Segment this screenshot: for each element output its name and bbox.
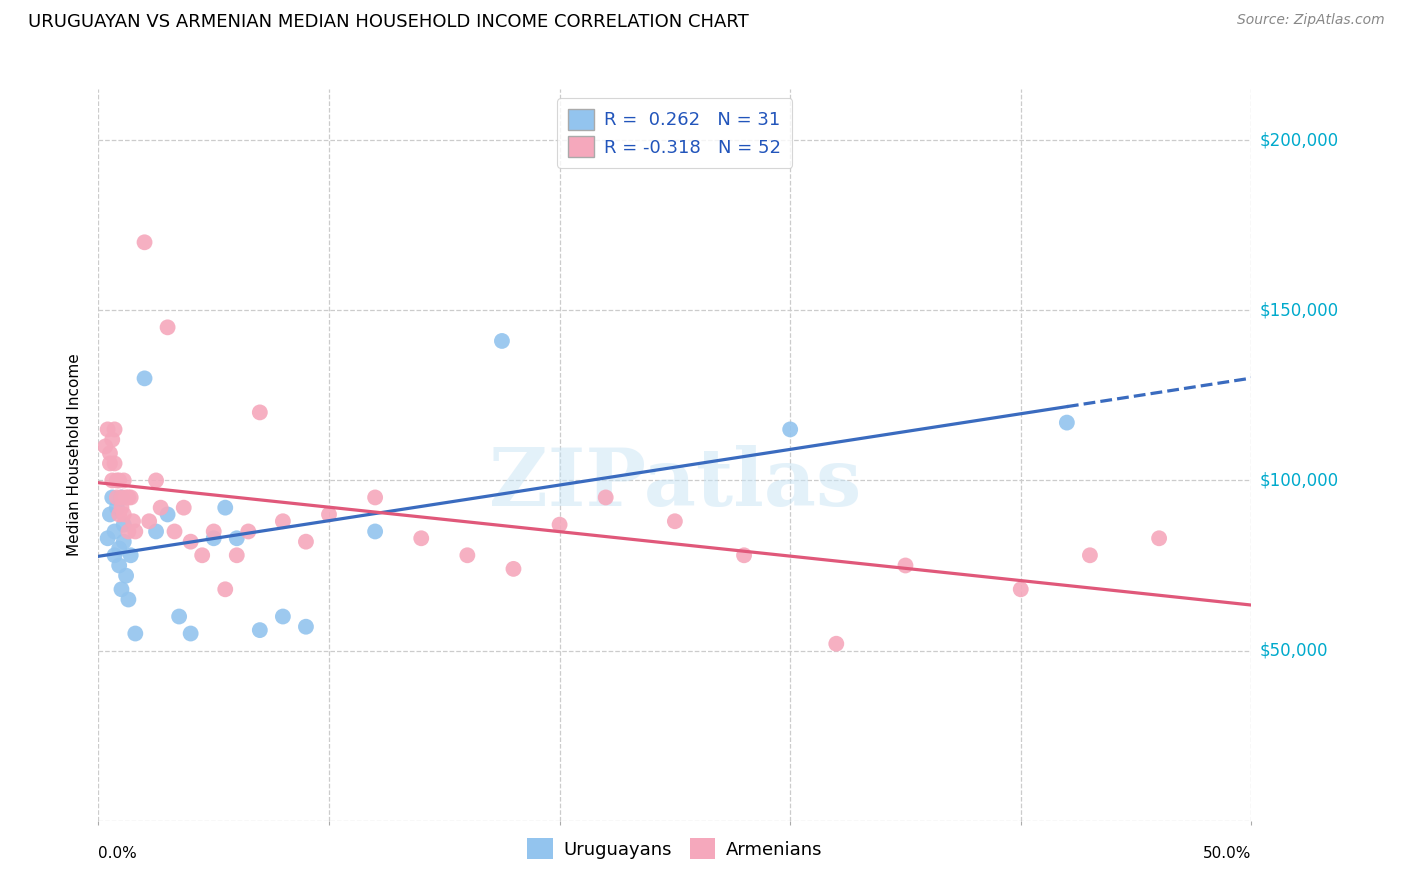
- Point: [105, 474, 128, 488]
- Text: 0.0%: 0.0%: [98, 846, 138, 861]
- Point: [108, 541, 131, 556]
- Point: [364, 491, 387, 505]
- Point: [120, 491, 142, 505]
- Point: [779, 422, 801, 436]
- Point: [110, 582, 132, 597]
- Point: [491, 334, 513, 348]
- Point: [112, 474, 135, 488]
- Point: [456, 549, 478, 563]
- Point: [134, 235, 156, 250]
- Point: [295, 620, 318, 634]
- Point: [108, 474, 131, 488]
- Point: [110, 500, 132, 515]
- Point: [295, 534, 318, 549]
- Point: [103, 422, 125, 436]
- Point: [180, 626, 202, 640]
- Text: ZIPatlas: ZIPatlas: [489, 445, 860, 524]
- Text: $200,000: $200,000: [1260, 131, 1339, 149]
- Point: [117, 491, 139, 505]
- Point: [1056, 416, 1078, 430]
- Point: [238, 524, 260, 539]
- Point: [115, 568, 138, 582]
- Point: [115, 491, 138, 505]
- Point: [94, 439, 117, 453]
- Point: [110, 491, 132, 505]
- Text: $50,000: $50,000: [1260, 641, 1329, 659]
- Point: [318, 508, 340, 522]
- Point: [103, 549, 125, 563]
- Point: [225, 549, 247, 563]
- Text: 50.0%: 50.0%: [1204, 846, 1251, 861]
- Text: $100,000: $100,000: [1260, 472, 1339, 490]
- Point: [214, 500, 236, 515]
- Point: [191, 549, 214, 563]
- Point: [117, 592, 139, 607]
- Text: Source: ZipAtlas.com: Source: ZipAtlas.com: [1237, 13, 1385, 28]
- Y-axis label: Median Household Income: Median Household Income: [67, 353, 83, 557]
- Point: [163, 524, 186, 539]
- Point: [122, 514, 145, 528]
- Point: [117, 524, 139, 539]
- Point: [411, 531, 433, 545]
- Point: [156, 508, 179, 522]
- Point: [97, 531, 120, 545]
- Point: [1147, 531, 1170, 545]
- Point: [202, 524, 225, 539]
- Point: [894, 558, 917, 573]
- Point: [249, 623, 271, 637]
- Point: [108, 558, 131, 573]
- Point: [225, 531, 247, 545]
- Point: [249, 405, 271, 419]
- Point: [120, 549, 142, 563]
- Point: [548, 517, 571, 532]
- Point: [105, 491, 128, 505]
- Point: [101, 474, 124, 488]
- Point: [202, 531, 225, 545]
- Point: [595, 491, 617, 505]
- Point: [271, 514, 294, 528]
- Point: [138, 514, 160, 528]
- Point: [105, 500, 128, 515]
- Point: [173, 500, 195, 515]
- Text: $150,000: $150,000: [1260, 301, 1339, 319]
- Point: [101, 433, 124, 447]
- Point: [97, 422, 120, 436]
- Point: [103, 524, 125, 539]
- Point: [825, 637, 848, 651]
- Point: [134, 371, 156, 385]
- Point: [1010, 582, 1032, 597]
- Point: [112, 517, 135, 532]
- Text: URUGUAYAN VS ARMENIAN MEDIAN HOUSEHOLD INCOME CORRELATION CHART: URUGUAYAN VS ARMENIAN MEDIAN HOUSEHOLD I…: [28, 13, 749, 31]
- Point: [149, 500, 172, 515]
- Point: [733, 549, 755, 563]
- Point: [124, 626, 146, 640]
- Point: [214, 582, 236, 597]
- Point: [103, 457, 125, 471]
- Point: [98, 457, 121, 471]
- Point: [108, 508, 131, 522]
- Point: [502, 562, 524, 576]
- Point: [98, 508, 121, 522]
- Point: [145, 474, 167, 488]
- Point: [180, 534, 202, 549]
- Point: [112, 534, 135, 549]
- Legend: Uruguayans, Armenians: Uruguayans, Armenians: [520, 831, 830, 866]
- Point: [167, 609, 190, 624]
- Point: [98, 446, 121, 460]
- Point: [156, 320, 179, 334]
- Point: [124, 524, 146, 539]
- Point: [101, 491, 124, 505]
- Point: [1078, 549, 1101, 563]
- Point: [271, 609, 294, 624]
- Point: [110, 491, 132, 505]
- Point: [364, 524, 387, 539]
- Point: [145, 524, 167, 539]
- Point: [112, 508, 135, 522]
- Point: [664, 514, 686, 528]
